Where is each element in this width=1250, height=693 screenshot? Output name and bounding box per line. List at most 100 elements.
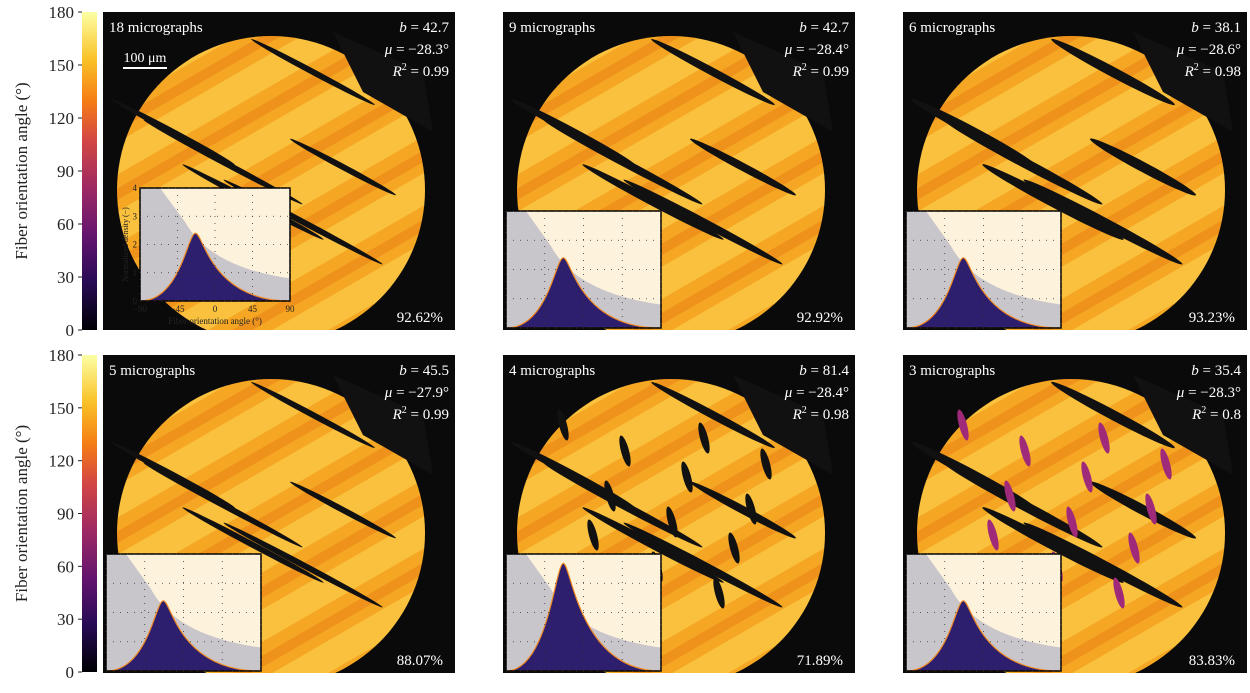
stat-sup: 2 (802, 62, 807, 73)
stat-value: = −28.3° (1184, 385, 1241, 401)
fiber-gap (1051, 38, 1175, 106)
fiber-gap (143, 119, 303, 205)
colorbar-gradient (82, 355, 97, 672)
inset-x-tick-label: −90 (133, 304, 148, 314)
colorbar-tick-label: 90 (57, 505, 74, 524)
fiber-gap (251, 382, 375, 448)
stat-symbol: μ (784, 42, 793, 58)
coverage-percent: 83.83% (1189, 653, 1235, 669)
artifact (1113, 577, 1125, 609)
panel-title: 5 micrographs (109, 363, 195, 379)
inset (905, 210, 1062, 329)
fiber-gap (689, 138, 797, 196)
stat-sup: 2 (1201, 405, 1206, 416)
stat-value: = 42.7 (407, 20, 450, 36)
inset-y-tick-label: 4 (133, 183, 138, 193)
colorbar-tick-label: 0 (66, 663, 75, 682)
artifact (1145, 493, 1157, 525)
artifact (698, 422, 710, 454)
excluded-region (1133, 375, 1233, 475)
panel-title: 9 micrographs (509, 20, 595, 36)
inset (905, 553, 1062, 672)
inset-x-tick-label: 45 (248, 304, 258, 314)
panel-title: 3 micrographs (909, 363, 995, 379)
fiber-gap (1051, 381, 1175, 449)
inset-y-tick-label: 0 (133, 296, 138, 306)
stat-symbol: μ (1176, 385, 1185, 401)
stat-value: = 42.7 (807, 20, 850, 36)
stat-value: = 0.99 (807, 64, 849, 80)
fiber-gap (543, 119, 703, 205)
artifact (604, 480, 616, 512)
stat-symbol: R (392, 407, 402, 423)
coverage-percent: 88.07% (397, 653, 443, 669)
stat-symbol: μ (784, 385, 793, 401)
stat: R2 = 0.98 (792, 405, 849, 423)
stat: μ = −28.6° (1176, 42, 1241, 58)
fiber-gap (1023, 522, 1183, 608)
fiber-gap (290, 481, 396, 539)
density-histogram (905, 600, 1062, 672)
excluded-region (333, 32, 433, 132)
stat: μ = −27.9° (384, 385, 449, 401)
density-histogram (105, 600, 262, 672)
colorbar-label: Fiber orientation angle (°) (12, 82, 31, 259)
inset-overlay (126, 554, 261, 648)
inset-y-tick-label: 1 (133, 268, 138, 278)
coverage-percent: 71.89% (797, 653, 843, 669)
colorbar-tick-label: 180 (49, 3, 75, 22)
artifact (1004, 480, 1016, 512)
stat-symbol: R (392, 64, 402, 80)
density-histogram (139, 232, 291, 302)
stat-value: = 38.1 (1199, 20, 1241, 36)
fiber-gap (689, 481, 797, 539)
fiber-gap (582, 164, 724, 240)
artifact (587, 519, 599, 551)
stat-value: = 0.99 (407, 407, 449, 423)
colorbar-tick-label: 120 (49, 452, 75, 471)
fiber-gap (623, 179, 783, 265)
fiber-gap (943, 462, 1103, 548)
density-histogram (905, 257, 1062, 329)
excluded-region (733, 32, 833, 132)
fiber-gap (982, 507, 1124, 583)
fiber-gap (651, 38, 775, 106)
stat-value: = 0.98 (807, 407, 849, 423)
stat-symbol: R (792, 64, 802, 80)
colorbar-label: Fiber orientation angle (°) (12, 425, 31, 602)
stat-symbol: b (399, 20, 407, 36)
stat: R2 = 0.99 (792, 62, 849, 80)
stat: R2 = 0.99 (392, 62, 449, 80)
fiber-gap (1023, 179, 1183, 265)
excluded-region (1133, 32, 1233, 132)
colorbar-tick-label: 150 (49, 56, 75, 75)
fiber-gap (223, 522, 383, 608)
colorbar-tick-label: 120 (49, 109, 75, 128)
colorbar-tick-label: 30 (57, 268, 74, 287)
colorbar-tick-label: 90 (57, 162, 74, 181)
artifact (713, 577, 725, 609)
stat: R2 = 0.8 (1191, 405, 1241, 423)
artifact (957, 409, 969, 441)
colorbar: 0 30 60 90 120 150 180 Fiber orientation angle … (12, 3, 97, 340)
fiber-gap (182, 507, 324, 583)
colorbar-tick-label: 0 (66, 321, 75, 340)
stat: μ = −28.4° (784, 42, 849, 58)
fiber-gap (143, 462, 303, 548)
artifact (619, 435, 631, 467)
fiber-gap (290, 138, 396, 196)
scale-bar-label: 100 μm (124, 51, 167, 66)
artifact (1160, 448, 1172, 480)
excluded-region (733, 375, 833, 475)
fiber-gap (543, 462, 703, 548)
colorbar-tick-label: 60 (57, 557, 74, 576)
artifact (681, 461, 693, 493)
panel: 6 micrographs b = 38.1 μ = −28.6° R2 = 0.98… (903, 12, 1247, 330)
inset-x-label: Fiber orientation angle (°) (168, 316, 262, 326)
coverage-percent: 92.92% (797, 310, 843, 326)
stat: μ = −28.3° (384, 42, 449, 58)
panel: 4 micrographs b = 81.4 μ = −28.4° R2 = 0.98… (503, 355, 855, 673)
stat-sup: 2 (402, 62, 407, 73)
stat-value: = 0.8 (1206, 407, 1241, 423)
